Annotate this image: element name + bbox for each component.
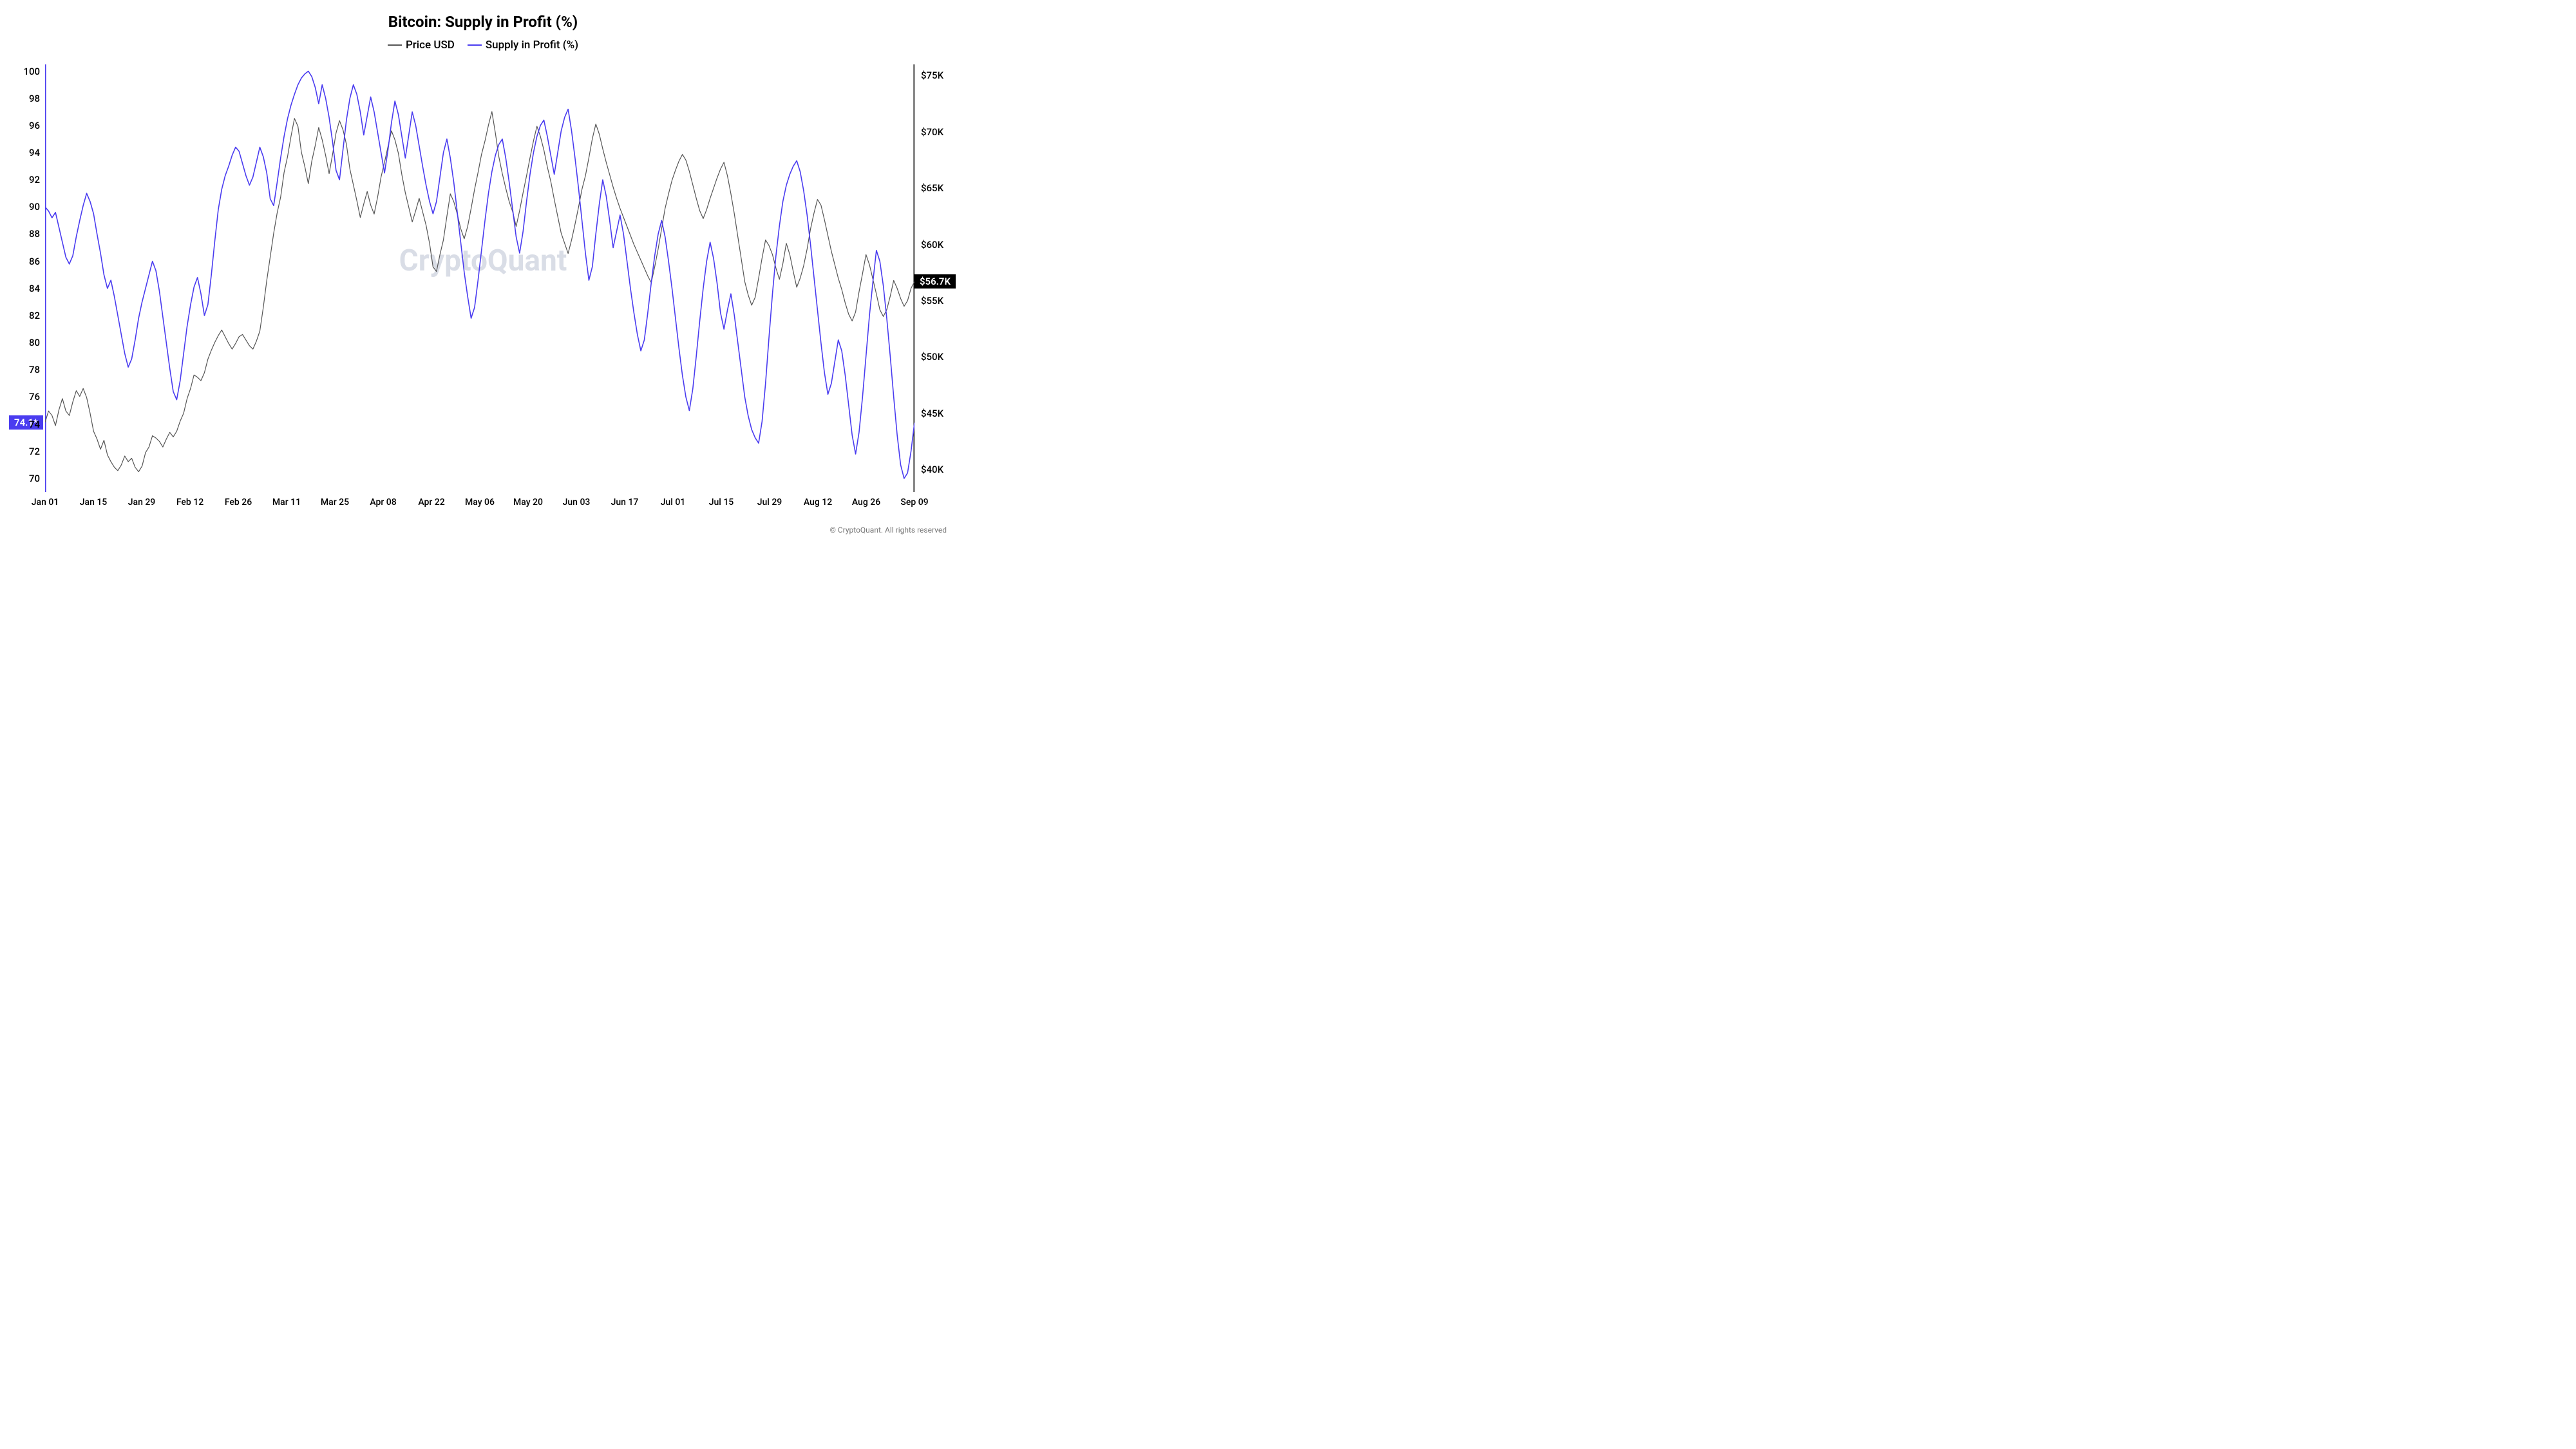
copyright-text: © CryptoQuant. All rights reserved bbox=[829, 526, 947, 535]
y-left-tick: 90 bbox=[29, 201, 40, 213]
y-left-tick: 94 bbox=[29, 147, 40, 158]
x-tick: Jul 15 bbox=[709, 497, 734, 507]
y-left-tick: 74 bbox=[29, 419, 40, 430]
x-tick: May 06 bbox=[465, 497, 495, 507]
y-left-tick: 96 bbox=[29, 120, 40, 131]
chart-legend: Price USD Supply in Profit (%) bbox=[0, 36, 966, 52]
y-right-tick: $70K bbox=[921, 126, 943, 138]
y-left-tick: 88 bbox=[29, 228, 40, 240]
x-tick: Jan 15 bbox=[80, 497, 108, 507]
supply-line bbox=[45, 71, 914, 478]
y-left-tick: 92 bbox=[29, 174, 40, 185]
chart-container: Bitcoin: Supply in Profit (%) Price USD … bbox=[0, 0, 966, 544]
plot-area bbox=[45, 64, 914, 492]
x-tick: Aug 12 bbox=[804, 497, 832, 507]
price-line bbox=[45, 111, 914, 471]
legend-item-supply: Supply in Profit (%) bbox=[468, 39, 578, 52]
legend-swatch-supply bbox=[468, 44, 482, 46]
y-left-tick: 98 bbox=[29, 93, 40, 104]
y-right-tick: $75K bbox=[921, 70, 943, 81]
x-tick: Apr 22 bbox=[418, 497, 444, 507]
legend-label-supply: Supply in Profit (%) bbox=[486, 39, 578, 52]
x-tick: Jan 01 bbox=[32, 497, 59, 507]
y-right-tick: $50K bbox=[921, 351, 943, 363]
legend-item-price: Price USD bbox=[388, 39, 455, 52]
x-tick: Mar 25 bbox=[321, 497, 349, 507]
y-left-tick: 70 bbox=[29, 473, 40, 484]
chart-svg bbox=[45, 64, 914, 492]
y-left-tick: 76 bbox=[29, 391, 40, 402]
x-tick: Feb 12 bbox=[176, 497, 204, 507]
y-left-tick: 84 bbox=[29, 283, 40, 294]
legend-swatch-price bbox=[388, 44, 402, 46]
y-right-tick: $60K bbox=[921, 239, 943, 251]
y-right-tick: $65K bbox=[921, 182, 943, 194]
x-tick: Jul 29 bbox=[757, 497, 782, 507]
y-left-tick: 82 bbox=[29, 310, 40, 321]
y-right-tick: $45K bbox=[921, 408, 943, 419]
right-value-marker: $56.7K bbox=[914, 274, 956, 289]
y-left-tick: 72 bbox=[29, 446, 40, 457]
y-left-tick: 78 bbox=[29, 364, 40, 375]
x-tick: Jun 17 bbox=[611, 497, 639, 507]
x-tick: Jun 03 bbox=[563, 497, 591, 507]
x-tick: Sep 09 bbox=[900, 497, 928, 507]
x-tick: Feb 26 bbox=[225, 497, 252, 507]
y-right-tick: $55K bbox=[921, 295, 943, 307]
x-tick: May 20 bbox=[513, 497, 543, 507]
y-left-tick: 80 bbox=[29, 337, 40, 348]
y-left-tick: 86 bbox=[29, 256, 40, 267]
x-tick: Aug 26 bbox=[852, 497, 880, 507]
x-tick: Mar 11 bbox=[272, 497, 301, 507]
x-tick: Apr 08 bbox=[370, 497, 396, 507]
chart-title: Bitcoin: Supply in Profit (%) bbox=[0, 13, 966, 31]
legend-label-price: Price USD bbox=[406, 39, 455, 52]
x-tick: Jan 29 bbox=[128, 497, 156, 507]
x-tick: Jul 01 bbox=[661, 497, 686, 507]
y-left-tick: 100 bbox=[23, 66, 40, 77]
y-right-tick: $40K bbox=[921, 464, 943, 475]
